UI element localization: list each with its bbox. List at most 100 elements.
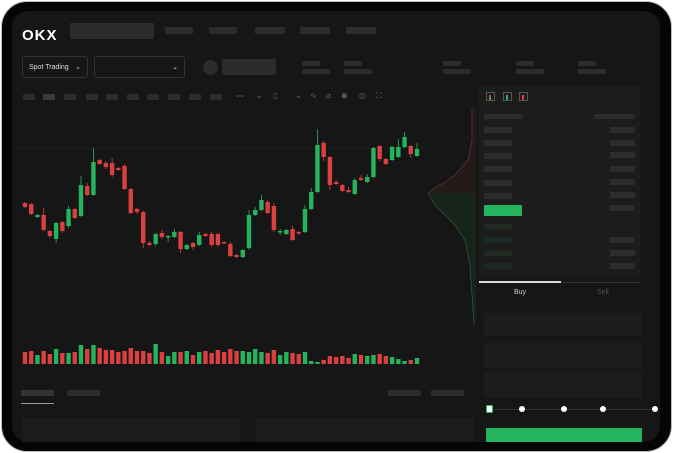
timeframe-button[interactable] xyxy=(64,94,76,100)
tab-divider xyxy=(561,282,641,283)
volume-bar xyxy=(85,349,90,364)
nav-item[interactable] xyxy=(255,27,285,34)
bid-amount xyxy=(610,237,635,243)
volume-bar xyxy=(153,344,158,364)
search-bar[interactable] xyxy=(70,23,154,39)
price-input[interactable] xyxy=(484,313,642,336)
volume-bar xyxy=(109,350,115,364)
candle-body xyxy=(340,185,345,191)
stat-label xyxy=(516,61,534,66)
fullscreen-icon[interactable]: ⛶ xyxy=(376,91,382,100)
filter-button[interactable] xyxy=(388,390,421,396)
candle-body xyxy=(53,223,59,239)
candle-body xyxy=(234,255,239,257)
candle-body xyxy=(246,215,252,248)
volume-bar xyxy=(265,353,270,364)
orders-tab[interactable] xyxy=(21,390,54,396)
candle-body xyxy=(29,204,34,214)
both-sides-icon[interactable] xyxy=(486,92,495,101)
asks-only-icon[interactable] xyxy=(519,92,528,101)
slider-mark-100[interactable] xyxy=(652,406,658,412)
candle-body xyxy=(134,209,140,212)
slider-mark-75[interactable] xyxy=(600,406,606,412)
volume-bar xyxy=(97,348,102,364)
chevron-down-icon: ⌄ xyxy=(75,64,81,71)
candle-body xyxy=(315,145,320,192)
candle-body xyxy=(22,203,28,207)
filter-button[interactable] xyxy=(431,390,464,396)
line-icon[interactable]: ∿ xyxy=(310,91,317,100)
settings-icon[interactable]: ◎ xyxy=(359,91,366,100)
timeframe-button-active[interactable] xyxy=(43,94,55,100)
timeframe-button[interactable] xyxy=(168,94,180,100)
candle-body xyxy=(365,177,370,182)
timeframe-button[interactable] xyxy=(106,94,118,100)
stat-label xyxy=(578,61,596,66)
candle-body xyxy=(172,232,177,237)
stat-value xyxy=(516,69,544,74)
volume-bar xyxy=(197,352,202,364)
volume-bar xyxy=(414,358,420,364)
volume-bar xyxy=(141,351,146,364)
volume-bar xyxy=(365,356,370,364)
timeframe-button[interactable] xyxy=(86,94,98,100)
candle-body xyxy=(147,243,152,245)
total-input[interactable] xyxy=(484,372,642,398)
chevron-down-icon[interactable]: ⌄ xyxy=(295,91,302,100)
nav-item[interactable] xyxy=(346,27,376,34)
timeframe-button[interactable] xyxy=(189,94,201,100)
volume-bar xyxy=(402,361,407,364)
candle-body xyxy=(103,163,109,167)
slider-handle[interactable] xyxy=(486,405,493,413)
buy-button[interactable] xyxy=(486,428,642,442)
volume-bar xyxy=(371,355,376,364)
history-tab[interactable] xyxy=(67,390,100,396)
nav-item[interactable] xyxy=(209,27,237,34)
buy-tab[interactable]: Buy xyxy=(514,289,527,296)
volume-bar xyxy=(116,352,121,364)
timeframe-button[interactable] xyxy=(210,94,222,100)
stat-label xyxy=(344,61,362,66)
camera-icon[interactable]: ◙ xyxy=(342,91,347,100)
sell-tab[interactable]: Sell xyxy=(597,289,609,296)
amount-input[interactable] xyxy=(484,343,642,368)
timeframe-button[interactable] xyxy=(23,94,35,100)
nav-item[interactable] xyxy=(300,27,330,34)
ohlc-icon[interactable]: ▯ xyxy=(273,91,278,100)
candle-body xyxy=(228,244,233,256)
indicator-icon[interactable]: 〰 xyxy=(236,92,244,101)
slider-mark-50[interactable] xyxy=(561,406,567,412)
pair-select[interactable]: ⌄ xyxy=(94,56,185,78)
volume-bar xyxy=(60,353,65,364)
volume-bar xyxy=(396,359,401,364)
volume-bar xyxy=(352,354,357,364)
volume-bar xyxy=(271,350,277,364)
candle-body xyxy=(290,229,295,240)
candle-body xyxy=(41,215,46,230)
candle-body xyxy=(128,189,133,213)
coin-icon xyxy=(203,60,218,75)
slider-track[interactable] xyxy=(489,409,656,410)
timeframe-button[interactable] xyxy=(127,94,139,100)
candle-body xyxy=(259,200,264,210)
slider-mark-25[interactable] xyxy=(519,406,525,412)
nav-item[interactable] xyxy=(165,27,193,34)
volume-bar xyxy=(383,356,389,364)
active-tab-indicator xyxy=(21,403,54,404)
bids-only-icon[interactable] xyxy=(503,92,512,101)
okx-logo[interactable]: OKX xyxy=(22,27,58,44)
ruler-icon[interactable]: ⧄ xyxy=(326,91,332,100)
ask-price xyxy=(484,127,512,133)
market-type-select[interactable]: Spot Trading ⌄ xyxy=(22,56,88,78)
volume-bar xyxy=(240,351,245,364)
volume-bar xyxy=(408,360,413,364)
compare-icon[interactable]: ⌄ xyxy=(256,91,263,100)
timeframe-button[interactable] xyxy=(147,94,159,100)
chevron-down-icon: ⌄ xyxy=(172,64,178,71)
volume-bar xyxy=(253,349,258,364)
volume-bar xyxy=(309,361,314,364)
volume-bar xyxy=(78,345,84,364)
candle-body xyxy=(141,212,146,243)
